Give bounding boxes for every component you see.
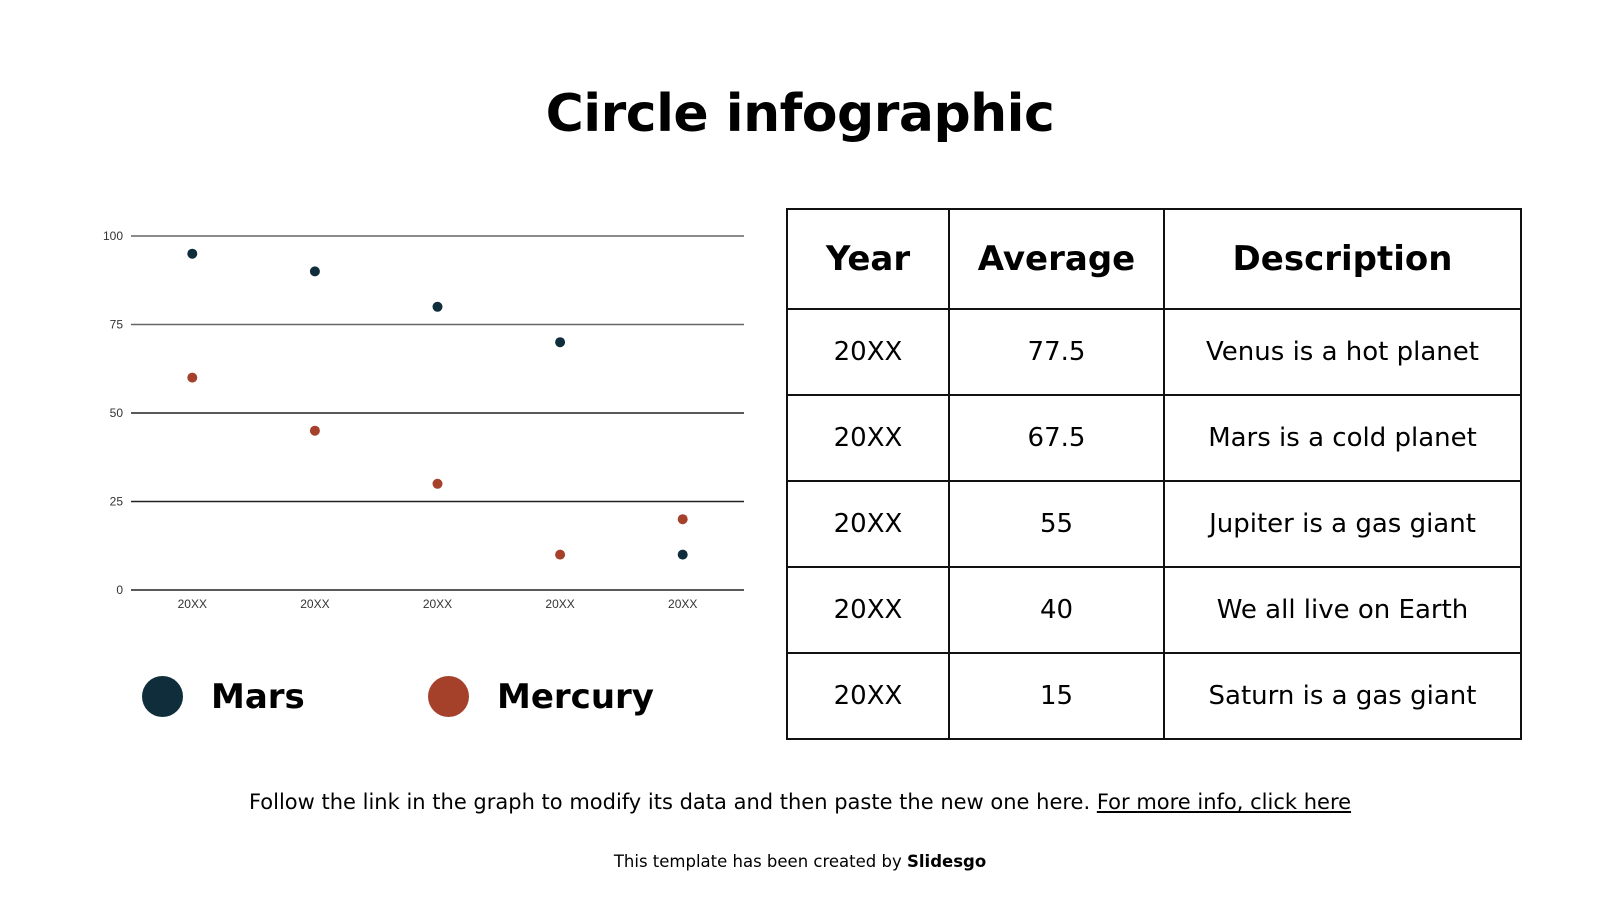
legend-label: Mercury xyxy=(497,676,654,717)
data-point-mars xyxy=(309,266,320,277)
data-point-mars xyxy=(187,248,198,259)
cell-year: 20XX xyxy=(786,308,950,396)
brand-name: Slidesgo xyxy=(907,852,987,871)
legend-item-mercury: Mercury xyxy=(428,676,654,717)
cell-average: 55 xyxy=(948,480,1165,568)
x-tick-label: 20XX xyxy=(300,597,329,611)
y-tick-label: 100 xyxy=(103,229,123,243)
cell-description: Jupiter is a gas giant xyxy=(1163,480,1522,568)
data-point-mercury xyxy=(187,372,198,383)
cell-description: We all live on Earth xyxy=(1163,566,1522,654)
data-point-mercury xyxy=(677,514,688,525)
cell-average: 67.5 xyxy=(948,394,1165,482)
data-point-mars xyxy=(555,337,566,348)
cell-description: Mars is a cold planet xyxy=(1163,394,1522,482)
note-text: Follow the link in the graph to modify i… xyxy=(248,790,1097,814)
data-point-mars xyxy=(677,549,688,560)
y-tick-label: 75 xyxy=(110,318,124,332)
table-row: 20XX 55 Jupiter is a gas giant xyxy=(786,480,1522,568)
cell-year: 20XX xyxy=(786,480,950,568)
x-tick-label: 20XX xyxy=(423,597,452,611)
legend-marker-mars xyxy=(142,676,183,717)
data-point-mars xyxy=(432,301,443,312)
table-row: 20XX 67.5 Mars is a cold planet xyxy=(786,394,1522,482)
legend-label: Mars xyxy=(211,676,305,717)
credit-line: This template has been created by Slides… xyxy=(0,852,1600,871)
table-row: 20XX 15 Saturn is a gas giant xyxy=(786,652,1522,740)
data-point-mercury xyxy=(432,478,443,489)
page-title: Circle infographic xyxy=(545,84,1055,144)
scatter-chart: 0 25 50 75 100 20XX 20XX 20XX 20XX 20XX xyxy=(103,229,744,611)
more-info-link[interactable]: For more info, click here xyxy=(1096,790,1352,814)
cell-year: 20XX xyxy=(786,652,950,740)
data-point-mercury xyxy=(309,425,320,436)
y-tick-label: 0 xyxy=(116,583,123,597)
y-tick-label: 25 xyxy=(110,495,124,509)
header-average: Average xyxy=(948,208,1165,310)
cell-year: 20XX xyxy=(786,566,950,654)
footer-note: Follow the link in the graph to modify i… xyxy=(0,790,1600,814)
header-description: Description xyxy=(1163,208,1522,310)
cell-average: 40 xyxy=(948,566,1165,654)
cell-year: 20XX xyxy=(786,394,950,482)
cell-description: Saturn is a gas giant xyxy=(1163,652,1522,740)
legend-item-mars: Mars xyxy=(142,676,305,717)
legend-marker-mercury xyxy=(428,676,469,717)
data-point-mercury xyxy=(555,549,566,560)
cell-average: 15 xyxy=(948,652,1165,740)
credit-text: This template has been created by xyxy=(613,852,907,871)
x-tick-label: 20XX xyxy=(545,597,574,611)
table-row: 20XX 40 We all live on Earth xyxy=(786,566,1522,654)
data-table: Year Average Description 20XX 77.5 Venus i… xyxy=(786,208,1522,740)
cell-description: Venus is a hot planet xyxy=(1163,308,1522,396)
x-tick-label: 20XX xyxy=(668,597,697,611)
y-tick-label: 50 xyxy=(110,406,124,420)
table-header-row: Year Average Description xyxy=(786,208,1522,310)
cell-average: 77.5 xyxy=(948,308,1165,396)
header-year: Year xyxy=(786,208,950,310)
table-row: 20XX 77.5 Venus is a hot planet xyxy=(786,308,1522,396)
x-tick-label: 20XX xyxy=(178,597,207,611)
